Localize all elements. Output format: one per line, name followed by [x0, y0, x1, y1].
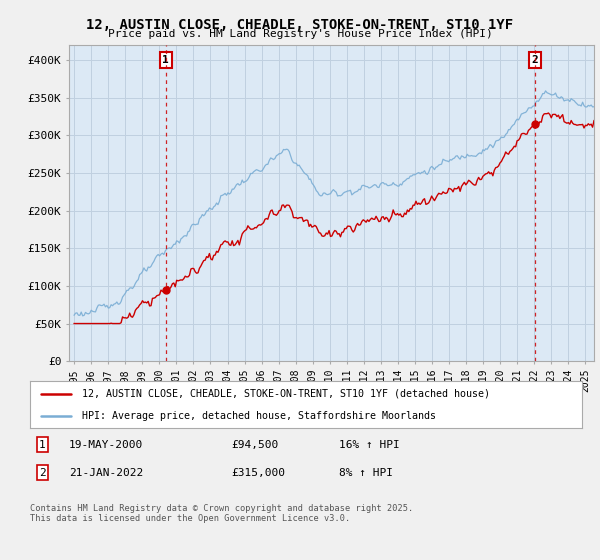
Text: Contains HM Land Registry data © Crown copyright and database right 2025.
This d: Contains HM Land Registry data © Crown c… — [30, 504, 413, 524]
Text: 2: 2 — [39, 468, 46, 478]
Text: 19-MAY-2000: 19-MAY-2000 — [69, 440, 143, 450]
Text: 12, AUSTIN CLOSE, CHEADLE, STOKE-ON-TRENT, ST10 1YF: 12, AUSTIN CLOSE, CHEADLE, STOKE-ON-TREN… — [86, 18, 514, 32]
Text: 1: 1 — [163, 55, 169, 65]
Text: £315,000: £315,000 — [231, 468, 285, 478]
Text: 12, AUSTIN CLOSE, CHEADLE, STOKE-ON-TRENT, ST10 1YF (detached house): 12, AUSTIN CLOSE, CHEADLE, STOKE-ON-TREN… — [82, 389, 490, 399]
Text: 2: 2 — [532, 55, 539, 65]
Text: Price paid vs. HM Land Registry's House Price Index (HPI): Price paid vs. HM Land Registry's House … — [107, 29, 493, 39]
Text: 16% ↑ HPI: 16% ↑ HPI — [339, 440, 400, 450]
Text: 1: 1 — [39, 440, 46, 450]
Text: 8% ↑ HPI: 8% ↑ HPI — [339, 468, 393, 478]
Text: 21-JAN-2022: 21-JAN-2022 — [69, 468, 143, 478]
Text: £94,500: £94,500 — [231, 440, 278, 450]
Text: HPI: Average price, detached house, Staffordshire Moorlands: HPI: Average price, detached house, Staf… — [82, 410, 436, 421]
